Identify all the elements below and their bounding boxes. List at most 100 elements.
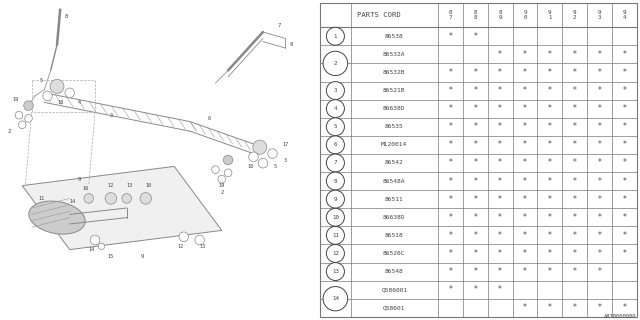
Text: *: * — [548, 249, 552, 258]
Text: *: * — [598, 140, 602, 149]
Text: *: * — [573, 177, 577, 186]
Text: *: * — [598, 68, 602, 77]
Text: *: * — [498, 158, 502, 167]
Text: *: * — [498, 104, 502, 113]
Text: *: * — [523, 140, 527, 149]
Circle shape — [98, 243, 104, 250]
Circle shape — [50, 79, 64, 93]
Circle shape — [323, 286, 348, 311]
Text: *: * — [548, 303, 552, 312]
Text: *: * — [623, 231, 627, 240]
Text: *: * — [523, 213, 527, 222]
Text: 9: 9 — [290, 42, 293, 47]
Text: 2: 2 — [333, 61, 337, 66]
Text: 15: 15 — [108, 253, 114, 259]
Text: *: * — [623, 68, 627, 77]
Circle shape — [19, 121, 26, 129]
Text: *: * — [449, 231, 452, 240]
Text: *: * — [449, 177, 452, 186]
Text: 12: 12 — [177, 244, 184, 249]
Text: 86548A: 86548A — [383, 179, 406, 184]
Circle shape — [122, 194, 131, 203]
Text: *: * — [598, 177, 602, 186]
Circle shape — [24, 101, 33, 110]
Text: 10: 10 — [146, 183, 152, 188]
Text: *: * — [474, 104, 477, 113]
Text: *: * — [498, 195, 502, 204]
Text: 5: 5 — [333, 124, 337, 129]
Text: 13: 13 — [127, 183, 133, 188]
Text: 9
4: 9 4 — [623, 11, 626, 20]
Text: 86532A: 86532A — [383, 52, 406, 57]
Text: *: * — [573, 195, 577, 204]
Text: *: * — [449, 140, 452, 149]
Text: *: * — [623, 303, 627, 312]
Text: 7: 7 — [277, 23, 280, 28]
Circle shape — [326, 226, 344, 244]
Circle shape — [90, 235, 100, 245]
Circle shape — [326, 172, 344, 190]
Text: 7: 7 — [333, 160, 337, 165]
Text: *: * — [548, 195, 552, 204]
Text: *: * — [498, 249, 502, 258]
Text: *: * — [498, 68, 502, 77]
Text: *: * — [598, 104, 602, 113]
Text: *: * — [573, 158, 577, 167]
Circle shape — [223, 155, 233, 165]
Text: *: * — [548, 68, 552, 77]
Circle shape — [140, 193, 152, 204]
Text: *: * — [474, 140, 477, 149]
Text: *: * — [498, 50, 502, 59]
Text: *: * — [598, 86, 602, 95]
Text: *: * — [623, 195, 627, 204]
Text: *: * — [598, 213, 602, 222]
Text: *: * — [623, 249, 627, 258]
Text: *: * — [523, 177, 527, 186]
Text: *: * — [623, 86, 627, 95]
Text: *: * — [623, 122, 627, 131]
Text: *: * — [474, 122, 477, 131]
Text: *: * — [474, 32, 477, 41]
Text: *: * — [548, 50, 552, 59]
Circle shape — [84, 194, 93, 203]
Circle shape — [253, 140, 267, 154]
Text: *: * — [548, 213, 552, 222]
Text: 12: 12 — [332, 251, 339, 256]
Text: *: * — [449, 267, 452, 276]
Text: *: * — [474, 195, 477, 204]
Text: 86526C: 86526C — [383, 251, 406, 256]
Text: *: * — [573, 104, 577, 113]
Text: *: * — [449, 86, 452, 95]
Text: *: * — [623, 50, 627, 59]
Text: *: * — [449, 68, 452, 77]
Circle shape — [258, 158, 268, 168]
Text: 12: 12 — [108, 183, 114, 188]
Text: *: * — [598, 195, 602, 204]
Text: *: * — [474, 158, 477, 167]
Circle shape — [326, 208, 344, 226]
Text: *: * — [548, 122, 552, 131]
Text: *: * — [573, 267, 577, 276]
Text: *: * — [548, 177, 552, 186]
Text: *: * — [449, 249, 452, 258]
Text: 3: 3 — [109, 113, 113, 118]
Circle shape — [268, 149, 277, 158]
Text: *: * — [573, 86, 577, 95]
Text: 16: 16 — [83, 186, 89, 191]
Text: 86638D: 86638D — [383, 215, 406, 220]
Text: *: * — [623, 158, 627, 167]
Text: *: * — [573, 213, 577, 222]
Text: 13: 13 — [200, 244, 206, 249]
Text: 86548: 86548 — [385, 269, 404, 274]
Circle shape — [326, 244, 344, 262]
Text: 5: 5 — [274, 164, 277, 169]
Text: Q586001: Q586001 — [381, 287, 408, 292]
Text: *: * — [498, 177, 502, 186]
Text: *: * — [573, 50, 577, 59]
Text: *: * — [498, 86, 502, 95]
Text: 86638D: 86638D — [383, 106, 406, 111]
Circle shape — [326, 263, 344, 281]
Text: 4: 4 — [333, 106, 337, 111]
Text: 4: 4 — [77, 100, 81, 105]
Circle shape — [195, 235, 204, 245]
